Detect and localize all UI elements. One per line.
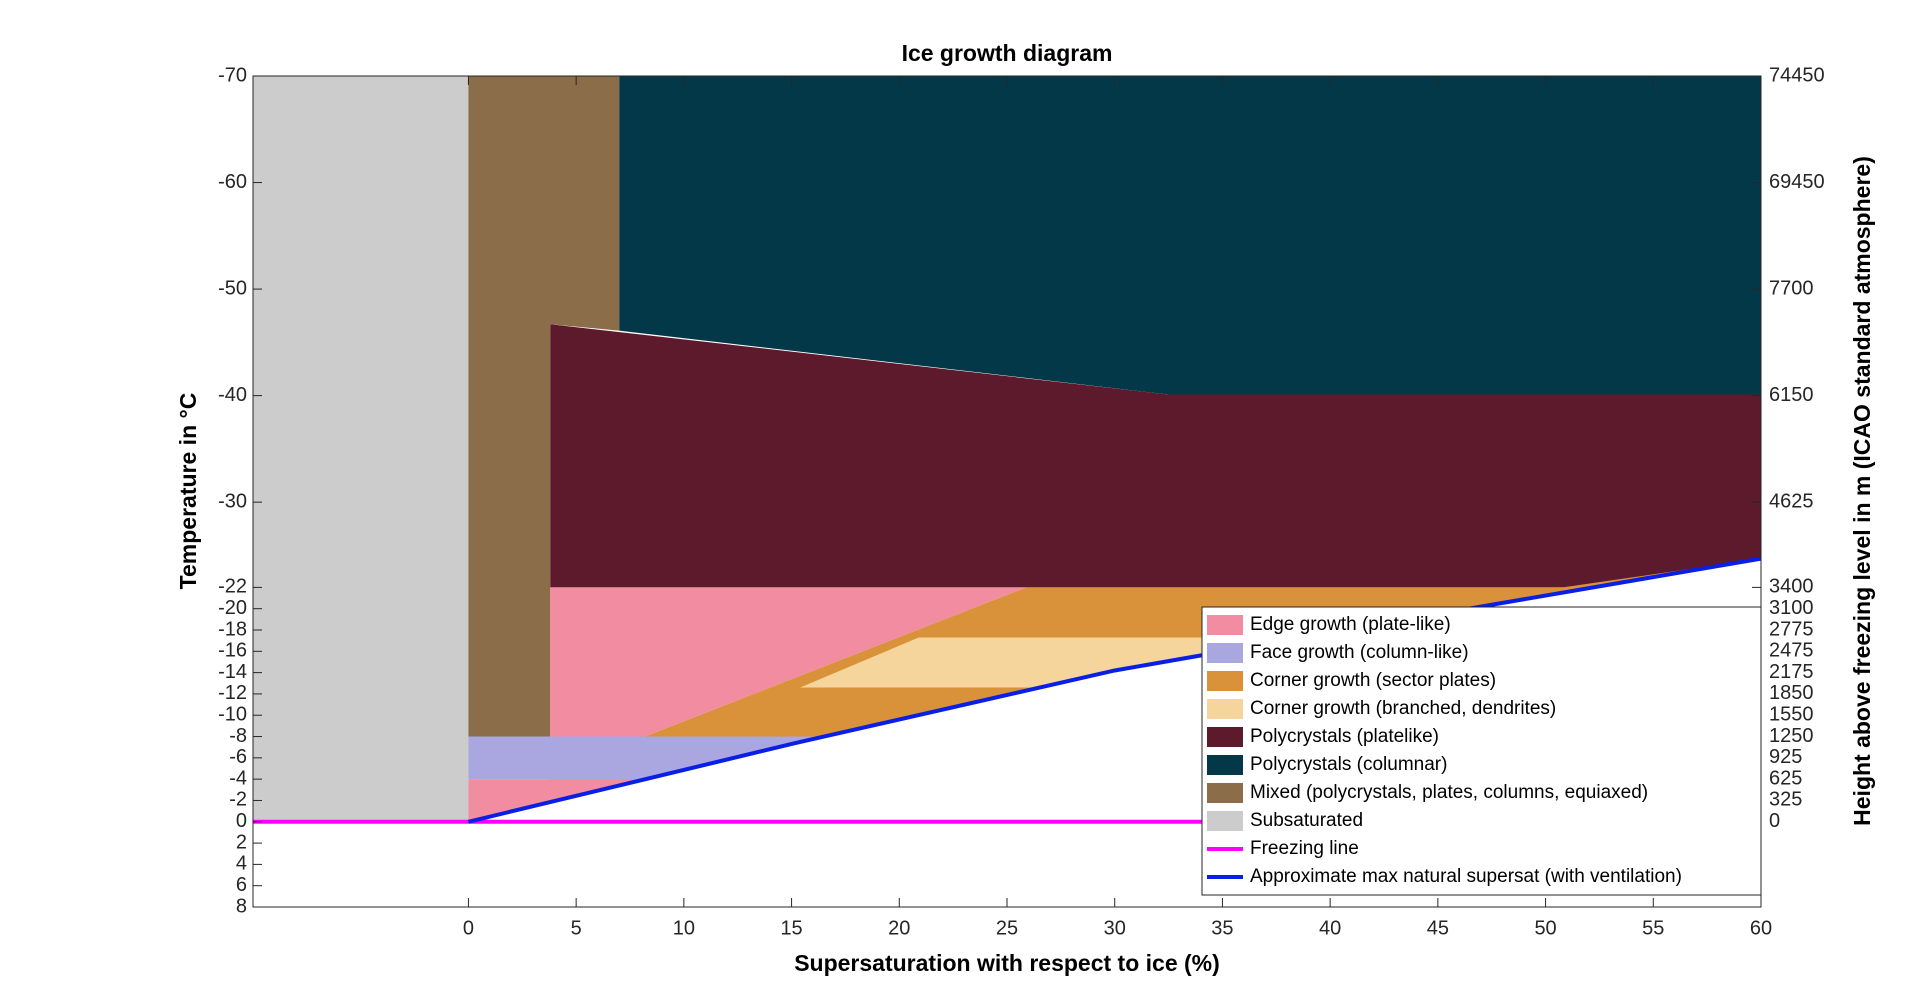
y-tick-label: -18	[218, 618, 247, 640]
y2-tick-label: 1550	[1769, 704, 1814, 726]
y2-tick-label: 69450	[1769, 171, 1825, 193]
legend-swatch	[1207, 643, 1243, 663]
legend-label: Mixed (polycrystals, plates, columns, eq…	[1250, 782, 1648, 803]
y2-tick-label: 3400	[1769, 576, 1814, 598]
legend-label: Approximate max natural supersat (with v…	[1250, 866, 1682, 887]
y2-tick-label: 3100	[1769, 597, 1814, 619]
x-axis-label: Supersaturation with respect to ice (%)	[794, 950, 1220, 976]
region	[619, 76, 1761, 395]
y2-tick-label: 925	[1769, 746, 1802, 768]
y2-tick-label: 2175	[1769, 661, 1814, 683]
legend-label: Edge growth (plate-like)	[1250, 614, 1451, 635]
legend-swatch	[1207, 699, 1243, 719]
x-tick-label: 50	[1534, 917, 1556, 939]
y2-tick-label: 2775	[1769, 618, 1814, 640]
y2-tick-label: 6150	[1769, 384, 1814, 406]
x-tick-label: 25	[996, 917, 1018, 939]
legend-swatch	[1207, 615, 1243, 635]
y-tick-label: -20	[218, 597, 247, 619]
x-tick-label: 10	[673, 917, 695, 939]
x-tick-label: 40	[1319, 917, 1341, 939]
x-tick-label: 20	[888, 917, 910, 939]
legend-label: Polycrystals (platelike)	[1250, 726, 1439, 747]
y2-tick-label: 325	[1769, 789, 1802, 811]
y2-tick-label: 4625	[1769, 490, 1814, 512]
legend-label: Freezing line	[1250, 838, 1359, 859]
y2-tick-label: 7700	[1769, 277, 1814, 299]
legend-swatch	[1207, 671, 1243, 691]
x-tick-label: 45	[1427, 917, 1449, 939]
y2-tick-label: 0	[1769, 810, 1780, 832]
y2-tick-label: 1850	[1769, 682, 1814, 704]
y2-tick-label: 1250	[1769, 725, 1814, 747]
y-tick-label: -50	[218, 277, 247, 299]
x-tick-label: 30	[1104, 917, 1126, 939]
y-tick-label: 0	[236, 810, 247, 832]
legend-swatch	[1207, 811, 1243, 831]
y-tick-label: -30	[218, 490, 247, 512]
legend-swatch	[1207, 755, 1243, 775]
region	[550, 324, 1761, 588]
y2-tick-label: 625	[1769, 767, 1802, 789]
x-tick-label: 5	[571, 917, 582, 939]
y-tick-label: -14	[218, 661, 247, 683]
line	[467, 556, 1762, 824]
y-tick-label: -16	[218, 640, 247, 662]
region	[253, 76, 469, 822]
x-tick-label: 0	[463, 917, 474, 939]
region	[468, 736, 835, 780]
y-tick-label: 4	[236, 853, 247, 875]
x-tick-label: 55	[1642, 917, 1664, 939]
y2-axis-label: Height above freezing level in m (ICAO s…	[1849, 156, 1875, 826]
legend-swatch	[1207, 727, 1243, 747]
legend-label: Face growth (column-like)	[1250, 642, 1469, 663]
legend-label: Polycrystals (columnar)	[1250, 754, 1447, 775]
x-tick-label: 60	[1750, 917, 1772, 939]
y-tick-label: -4	[229, 767, 247, 789]
y-tick-label: -2	[229, 789, 247, 811]
y-tick-label: -70	[218, 64, 247, 86]
y-tick-label: -10	[218, 704, 247, 726]
chart-title: Ice growth diagram	[902, 40, 1113, 66]
y-tick-label: 8	[236, 895, 247, 917]
y-tick-label: -60	[218, 171, 247, 193]
legend-label: Corner growth (sector plates)	[1250, 670, 1496, 691]
y2-tick-label: 2475	[1769, 640, 1814, 662]
x-tick-label: 35	[1211, 917, 1233, 939]
legend-swatch	[1207, 783, 1243, 803]
y-tick-label: -6	[229, 746, 247, 768]
y-tick-label: 2	[236, 831, 247, 853]
y-tick-label: -8	[229, 725, 247, 747]
y2-tick-label: 74450	[1769, 64, 1825, 86]
y-tick-label: -22	[218, 576, 247, 598]
y-tick-label: -40	[218, 384, 247, 406]
y-axis-label: Temperature in °C	[175, 393, 201, 590]
legend-label: Corner growth (branched, dendrites)	[1250, 698, 1556, 719]
y-tick-label: 6	[236, 874, 247, 896]
y-tick-label: -12	[218, 682, 247, 704]
x-tick-label: 15	[780, 917, 802, 939]
legend-box	[1201, 606, 1762, 896]
legend-label: Subsaturated	[1250, 810, 1363, 831]
region	[468, 76, 620, 737]
